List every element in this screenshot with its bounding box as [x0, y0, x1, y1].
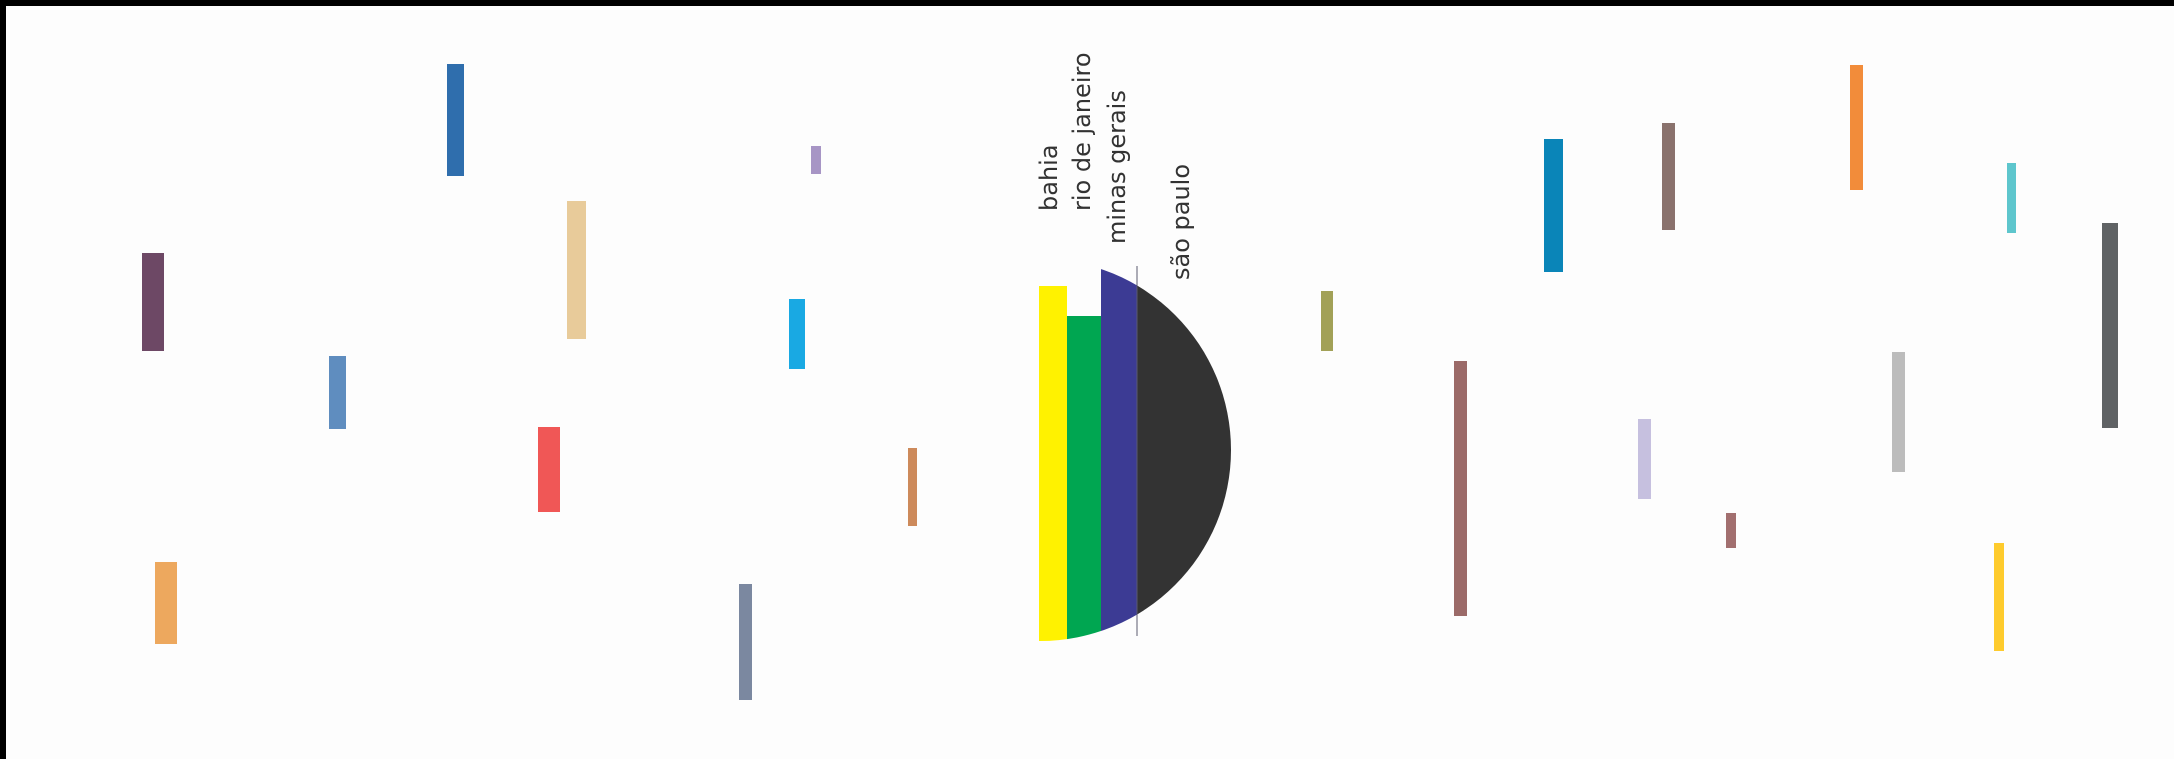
- scattered-bar-19: [1994, 543, 2004, 651]
- scattered-bar-18: [1892, 352, 1905, 472]
- scattered-bars: [142, 64, 2118, 700]
- scattered-bar-17: [1850, 65, 1863, 190]
- main-state-cluster: [1039, 259, 1231, 641]
- scattered-bar-11: [1321, 291, 1333, 351]
- bar-bahia: [1039, 286, 1067, 641]
- scattered-bar-3: [329, 356, 346, 429]
- scattered-bar-10: [908, 448, 917, 526]
- scattered-bar-6: [567, 201, 586, 339]
- chart-canvas: bahia rio de janeiro minas gerais são paulo: [142, 52, 2118, 700]
- scattered-bar-14: [1662, 123, 1675, 230]
- state-labels: bahia rio de janeiro minas gerais são paulo: [1035, 52, 1195, 280]
- scattered-bar-20: [2007, 163, 2016, 233]
- scattered-bar-9: [811, 146, 821, 174]
- label-sao-paulo: são paulo: [1167, 164, 1195, 280]
- bar-minas-gerais: [1101, 266, 1137, 641]
- label-bahia: bahia: [1035, 144, 1063, 211]
- scattered-bar-5: [538, 427, 560, 512]
- scattered-bar-15: [1638, 419, 1651, 499]
- label-minas-gerais: minas gerais: [1103, 90, 1131, 244]
- scattered-bar-13: [1544, 139, 1563, 272]
- scattered-bar-8: [789, 299, 805, 369]
- scattered-bar-21: [2102, 223, 2118, 428]
- bar-rio-de-janeiro: [1067, 316, 1101, 641]
- scattered-bar-12: [1454, 361, 1467, 616]
- label-rio-de-janeiro: rio de janeiro: [1068, 52, 1096, 211]
- scattered-bar-2: [155, 562, 177, 644]
- scattered-bar-16: [1726, 513, 1736, 548]
- scattered-bar-4: [447, 64, 464, 176]
- scattered-bar-1: [142, 253, 164, 351]
- scattered-bar-7: [739, 584, 752, 700]
- chart-figure: bahia rio de janeiro minas gerais são paulo: [6, 6, 2174, 759]
